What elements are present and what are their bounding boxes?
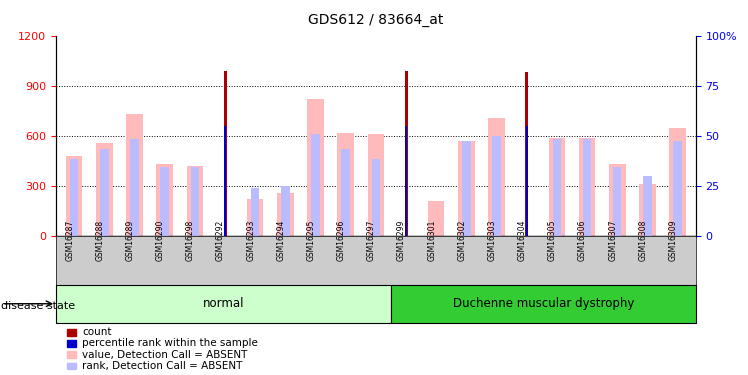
Bar	[391, 285, 696, 322]
Text: GSM16292: GSM16292	[216, 219, 225, 261]
Text: value, Detection Call = ABSENT: value, Detection Call = ABSENT	[82, 350, 248, 360]
Text: GSM16295: GSM16295	[307, 219, 316, 261]
Bar	[224, 126, 226, 236]
Bar	[405, 71, 408, 236]
Bar	[525, 72, 528, 236]
Text: GSM16308: GSM16308	[638, 219, 647, 261]
Bar	[526, 126, 527, 236]
Bar	[66, 156, 82, 236]
Text: GSM16303: GSM16303	[488, 219, 497, 261]
Bar	[488, 117, 505, 236]
Bar	[462, 141, 470, 236]
Bar	[669, 128, 686, 236]
Text: Duchenne muscular dystrophy: Duchenne muscular dystrophy	[453, 297, 634, 310]
Bar	[277, 193, 294, 236]
Text: GSM16290: GSM16290	[156, 219, 165, 261]
Text: GSM16302: GSM16302	[457, 219, 466, 261]
Text: GSM16305: GSM16305	[548, 219, 557, 261]
Text: rank, Detection Call = ABSENT: rank, Detection Call = ABSENT	[82, 361, 242, 371]
Bar	[311, 134, 319, 236]
Bar	[156, 164, 173, 236]
Bar	[56, 285, 391, 322]
Text: GSM16301: GSM16301	[427, 219, 436, 261]
Bar	[428, 201, 444, 236]
Bar	[96, 142, 113, 236]
Bar	[224, 71, 227, 236]
Bar	[583, 139, 591, 236]
Text: GSM16304: GSM16304	[518, 219, 527, 261]
Bar	[458, 141, 475, 236]
Bar	[548, 138, 565, 236]
Bar	[553, 139, 561, 236]
Text: GSM16289: GSM16289	[126, 219, 135, 261]
Bar	[251, 188, 260, 236]
Bar	[405, 126, 407, 236]
Text: GSM16296: GSM16296	[337, 219, 346, 261]
Bar	[161, 167, 169, 236]
Text: disease state: disease state	[1, 301, 76, 310]
Bar	[643, 176, 652, 236]
Bar	[186, 166, 203, 236]
Bar	[492, 136, 500, 236]
Bar	[367, 134, 384, 236]
Bar	[191, 167, 199, 236]
Bar	[579, 138, 595, 236]
Bar	[126, 114, 143, 236]
Text: count: count	[82, 327, 111, 337]
Bar	[613, 167, 622, 236]
Bar	[307, 99, 324, 236]
Text: GSM16306: GSM16306	[578, 219, 587, 261]
Bar	[337, 133, 354, 236]
Bar	[247, 199, 263, 236]
Bar	[130, 139, 139, 236]
Text: GSM16287: GSM16287	[65, 219, 74, 261]
Text: GSM16298: GSM16298	[186, 219, 195, 261]
Text: GSM16293: GSM16293	[246, 219, 255, 261]
Bar	[100, 149, 108, 236]
Bar	[673, 141, 681, 236]
Bar	[372, 159, 380, 236]
Bar	[639, 184, 656, 236]
Text: GSM16297: GSM16297	[367, 219, 375, 261]
Text: GSM16288: GSM16288	[95, 220, 105, 261]
Text: percentile rank within the sample: percentile rank within the sample	[82, 339, 258, 348]
Bar	[342, 149, 350, 236]
Bar	[281, 186, 289, 236]
Text: GSM16294: GSM16294	[276, 219, 286, 261]
Text: GSM16307: GSM16307	[608, 219, 617, 261]
Bar	[70, 159, 79, 236]
Text: GSM16309: GSM16309	[669, 219, 678, 261]
Text: GDS612 / 83664_at: GDS612 / 83664_at	[308, 13, 444, 27]
Text: normal: normal	[203, 297, 245, 310]
Text: GSM16299: GSM16299	[397, 219, 406, 261]
Bar	[609, 164, 625, 236]
